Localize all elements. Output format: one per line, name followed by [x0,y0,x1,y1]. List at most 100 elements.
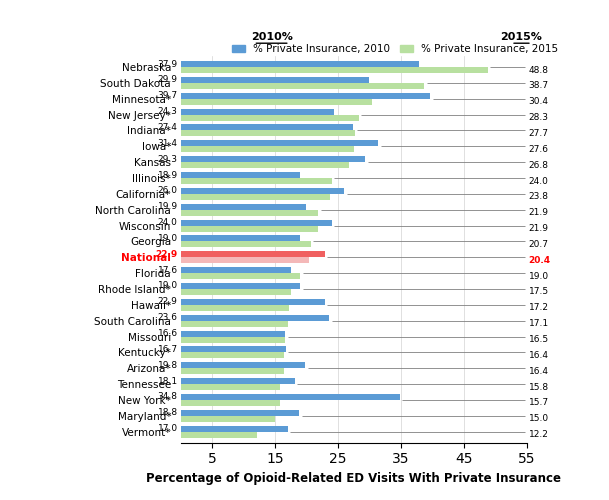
Text: 28.3: 28.3 [529,113,549,122]
Text: 22.9: 22.9 [158,298,178,306]
Text: 39.7: 39.7 [158,92,178,100]
Bar [181,124,353,130]
Bar [181,400,280,406]
Text: 23.6: 23.6 [158,313,178,322]
Bar [181,178,332,184]
Text: 23.8: 23.8 [529,192,549,202]
Text: 29.3: 29.3 [158,154,178,164]
Bar [181,320,288,326]
Text: 16.6: 16.6 [158,329,178,338]
Bar [181,299,325,305]
Text: 19.0: 19.0 [158,282,178,290]
Bar [181,258,309,264]
Text: 18.9: 18.9 [158,170,178,179]
Bar [181,273,300,279]
Text: 12.2: 12.2 [529,430,549,439]
Text: 19.8: 19.8 [158,360,178,370]
Bar [181,140,378,146]
Bar [181,336,284,342]
Text: 16.4: 16.4 [529,351,549,360]
Text: 15.8: 15.8 [529,382,549,392]
Text: 16.4: 16.4 [529,366,549,376]
Text: 38.7: 38.7 [529,82,549,90]
Bar [181,252,325,258]
Bar [181,108,334,114]
Bar [181,83,424,89]
Text: 17.2: 17.2 [529,304,549,312]
Text: 15.0: 15.0 [529,414,549,424]
Text: 17.6: 17.6 [158,266,178,274]
Text: 24.3: 24.3 [158,107,178,116]
Bar [181,92,431,99]
Text: 17.0: 17.0 [158,424,178,433]
Bar [181,194,331,200]
Text: 21.9: 21.9 [529,224,549,233]
Text: 15.7: 15.7 [529,398,549,407]
Text: 18.1: 18.1 [158,376,178,386]
Text: 24.0: 24.0 [529,176,549,186]
Bar [181,242,311,248]
Legend: % Private Insurance, 2010, % Private Insurance, 2015: % Private Insurance, 2010, % Private Ins… [228,40,563,58]
Text: 17.1: 17.1 [529,319,549,328]
Bar [181,352,284,358]
Bar [181,77,369,83]
Bar [181,283,300,289]
Text: 16.7: 16.7 [158,345,178,354]
Text: 2015%: 2015% [501,32,543,42]
Bar [181,236,300,242]
Text: 17.5: 17.5 [529,288,549,296]
Text: 24.0: 24.0 [158,218,178,227]
Bar [181,314,329,320]
Text: 30.4: 30.4 [529,98,549,106]
Text: 31.4: 31.4 [158,139,178,148]
Bar [181,172,300,178]
Bar [181,204,306,210]
Bar [181,220,332,226]
Bar [181,156,365,162]
Bar [181,305,289,311]
Bar [181,130,355,136]
Bar [181,394,400,400]
Text: 27.6: 27.6 [529,145,549,154]
Text: 16.5: 16.5 [529,335,549,344]
Bar [181,61,419,67]
Text: 2010%: 2010% [252,32,294,42]
Bar [181,210,319,216]
Text: 29.9: 29.9 [158,76,178,84]
Text: 20.7: 20.7 [529,240,549,249]
Bar [181,330,285,336]
Bar [181,99,372,105]
Bar [181,188,344,194]
Bar [181,384,280,390]
Bar [181,267,292,273]
Text: 37.9: 37.9 [158,60,178,68]
Text: 21.9: 21.9 [529,208,549,217]
Bar [181,114,359,120]
Bar [181,289,291,295]
Bar [181,432,258,438]
Bar [181,226,319,232]
Text: 27.4: 27.4 [158,123,178,132]
Text: 18.8: 18.8 [158,408,178,418]
Bar [181,378,295,384]
Text: 26.0: 26.0 [158,186,178,196]
Text: 19.0: 19.0 [529,272,549,280]
Text: 48.8: 48.8 [529,66,549,74]
Bar [181,368,284,374]
Bar [181,416,275,422]
Bar [181,410,299,416]
Bar [181,146,354,152]
Text: 20.4: 20.4 [529,256,551,265]
Text: 27.7: 27.7 [529,129,549,138]
Bar [181,362,305,368]
Bar [181,67,488,73]
X-axis label: Percentage of Opioid-Related ED Visits With Private Insurance: Percentage of Opioid-Related ED Visits W… [146,472,561,485]
Bar [181,162,350,168]
Text: 19.9: 19.9 [158,202,178,211]
Text: 26.8: 26.8 [529,160,549,170]
Text: 19.0: 19.0 [158,234,178,243]
Bar [181,346,286,352]
Text: 34.8: 34.8 [158,392,178,402]
Text: 22.9: 22.9 [155,250,178,259]
Bar [181,426,287,432]
